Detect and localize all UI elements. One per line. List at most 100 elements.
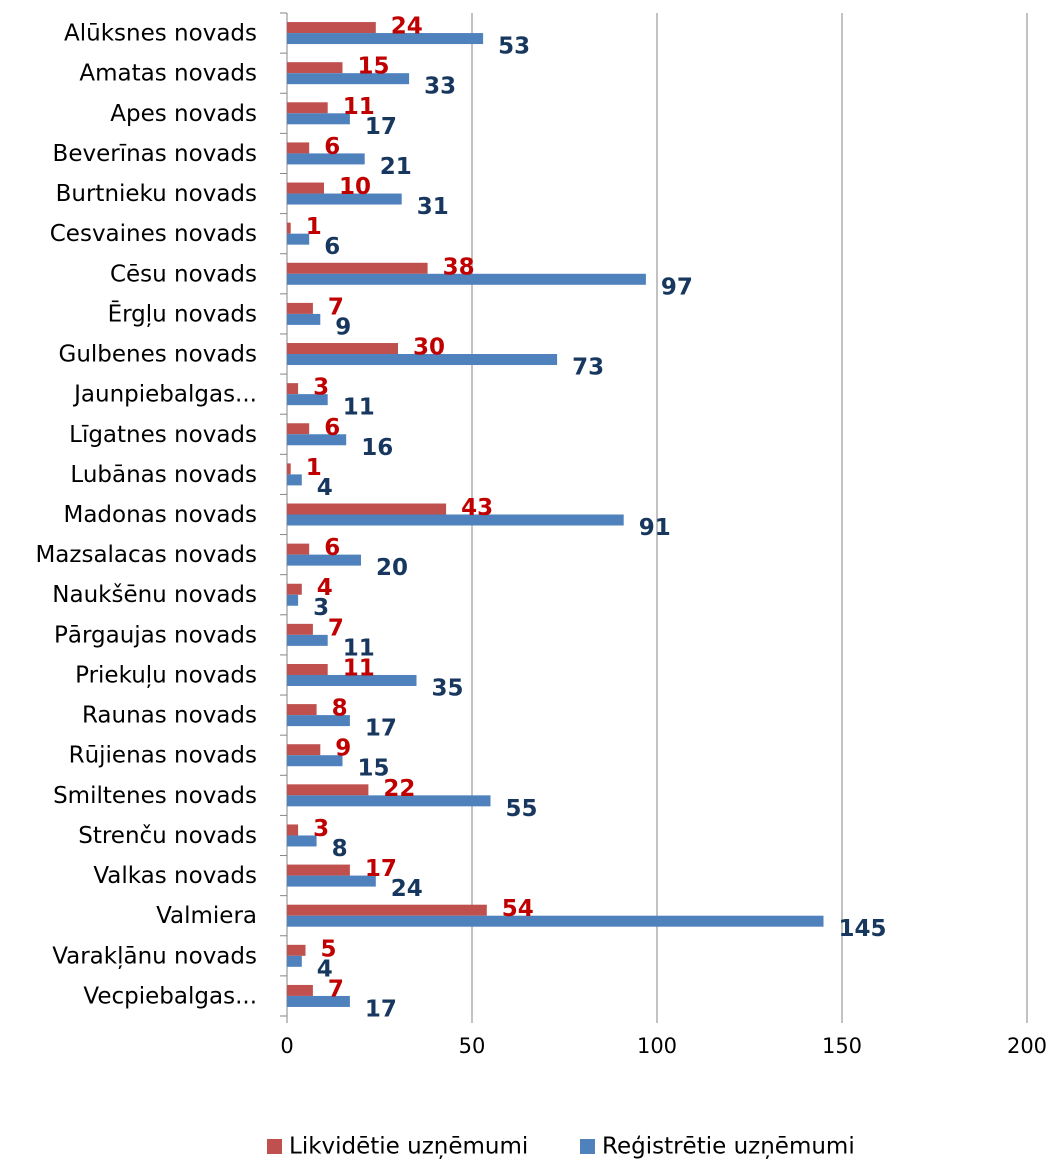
category-label: Smiltenes novads [53, 783, 257, 809]
data-label-likvidetie: 17 [365, 856, 397, 882]
data-label-likvidetie: 30 [413, 335, 445, 361]
legend-label: Reģistrētie uzņēmumi [602, 1134, 855, 1160]
category-label: Priekuļu novads [75, 662, 257, 688]
category-label: Beverīnas novads [53, 141, 257, 167]
data-label-likvidetie: 43 [461, 495, 493, 521]
category-label: Jaunpiebalgas... [72, 382, 257, 408]
data-label-registretie: 17 [365, 716, 397, 742]
bar-registretie [287, 875, 376, 887]
bar-likvidetie [287, 904, 487, 916]
data-label-registretie: 9 [335, 314, 351, 340]
data-label-registretie: 6 [324, 234, 340, 260]
bar-registretie [287, 73, 410, 85]
data-label-likvidetie: 38 [443, 254, 475, 280]
bar-likvidetie [287, 623, 313, 635]
data-label-likvidetie: 9 [335, 736, 351, 762]
bar-likvidetie [287, 222, 291, 234]
data-label-registretie: 15 [358, 756, 390, 782]
bar-registretie [287, 33, 484, 45]
data-label-registretie: 35 [432, 675, 464, 701]
x-tick-label: 100 [637, 1034, 677, 1058]
bar-registretie [287, 955, 302, 967]
bar-likvidetie [287, 944, 306, 956]
data-label-registretie: 33 [424, 74, 456, 100]
category-label: Naukšēnu novads [52, 582, 257, 608]
bar-registretie [287, 354, 558, 366]
data-label-registretie: 53 [498, 34, 530, 60]
bar-likvidetie [287, 503, 447, 515]
data-label-registretie: 20 [376, 555, 408, 581]
bar-registretie [287, 514, 624, 526]
data-label-registretie: 8 [332, 836, 348, 862]
category-label: Raunas novads [82, 703, 257, 729]
legend-label: Likvidētie uzņēmumi [289, 1134, 528, 1160]
data-label-registretie: 91 [639, 515, 671, 541]
bar-likvidetie [287, 663, 328, 675]
bar-registretie [287, 795, 491, 807]
bar-likvidetie [287, 343, 398, 355]
category-label: Līgatnes novads [69, 422, 257, 448]
bar-likvidetie [287, 463, 291, 475]
data-label-registretie: 4 [317, 475, 333, 501]
x-tick-label: 200 [1007, 1034, 1047, 1058]
category-label: Gulbenes novads [59, 342, 258, 368]
category-label: Valkas novads [93, 863, 257, 889]
category-label: Cesvaines novads [50, 221, 257, 247]
data-label-registretie: 16 [361, 435, 393, 461]
category-label: Madonas novads [63, 502, 257, 528]
x-tick-label: 150 [822, 1034, 862, 1058]
data-label-registretie: 97 [661, 274, 693, 300]
data-label-likvidetie: 22 [383, 776, 415, 802]
x-tick-label: 50 [459, 1034, 486, 1058]
bar-registretie [287, 715, 350, 727]
bar-likvidetie [287, 142, 310, 154]
bar-likvidetie [287, 262, 428, 274]
category-label: Burtnieku novads [56, 181, 257, 207]
bar-registretie [287, 594, 299, 606]
category-label: Ērgļu novads [108, 300, 257, 327]
category-label: Amatas novads [79, 61, 257, 87]
category-label: Apes novads [110, 101, 257, 127]
bar-registretie [287, 153, 365, 165]
category-label: Pārgaujas novads [54, 622, 257, 648]
data-label-likvidetie: 6 [324, 415, 340, 441]
bar-registretie [287, 674, 417, 686]
data-label-registretie: 4 [317, 956, 333, 982]
bar-likvidetie [287, 704, 317, 716]
category-label: Rūjienas novads [69, 743, 257, 769]
bar-likvidetie [287, 423, 310, 435]
bar-registretie [287, 113, 350, 125]
bar-registretie [287, 273, 646, 285]
category-label: Lubānas novads [70, 462, 257, 488]
bar-registretie [287, 313, 321, 325]
data-label-likvidetie: 7 [328, 976, 344, 1002]
data-label-registretie: 24 [391, 876, 423, 902]
bar-registretie [287, 634, 328, 646]
bar-likvidetie [287, 583, 302, 595]
bar-registretie [287, 554, 361, 566]
bar-likvidetie [287, 302, 313, 314]
data-label-likvidetie: 3 [313, 375, 329, 401]
data-label-likvidetie: 10 [339, 174, 371, 200]
bar-registretie [287, 193, 402, 205]
bar-registretie [287, 755, 343, 767]
data-label-likvidetie: 1 [306, 455, 322, 481]
data-label-likvidetie: 7 [328, 294, 344, 320]
data-label-registretie: 73 [572, 355, 604, 381]
data-label-registretie: 21 [380, 154, 412, 180]
category-label: Cēsu novads [110, 261, 257, 287]
data-label-likvidetie: 5 [321, 936, 337, 962]
bar-likvidetie [287, 744, 321, 756]
bar-likvidetie [287, 984, 313, 996]
bar-likvidetie [287, 784, 369, 796]
data-label-likvidetie: 54 [502, 896, 534, 922]
data-label-likvidetie: 11 [343, 655, 375, 681]
bar-likvidetie [287, 182, 324, 194]
bar-likvidetie [287, 543, 310, 555]
data-label-registretie: 11 [343, 635, 375, 661]
category-label: Alūksnes novads [64, 21, 257, 47]
legend-swatch [267, 1139, 282, 1154]
legend-swatch [580, 1139, 595, 1154]
